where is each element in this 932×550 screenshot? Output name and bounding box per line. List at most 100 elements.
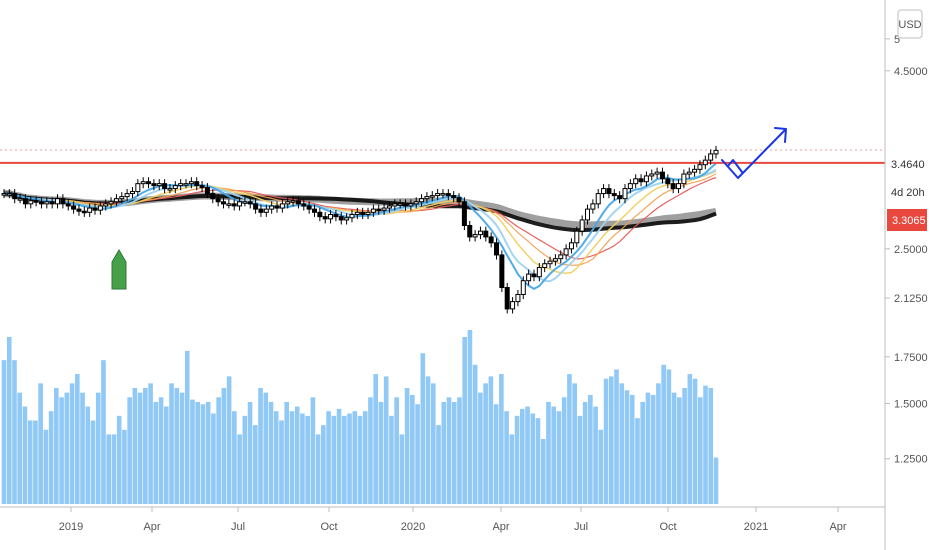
candle-down [199,185,205,189]
volume-bar [415,404,420,504]
candle-up [167,188,173,191]
candle-up [269,205,275,210]
volume-bar [357,415,363,504]
volume-bar [263,392,269,504]
volume-bar [399,434,405,504]
candle-up [119,196,125,200]
price-tick-label: 1.2500 [894,454,928,466]
candle-up [542,263,548,269]
volume-bar [472,364,478,504]
volume-bar [221,388,227,504]
volume-bar [677,397,682,504]
candle-up [183,183,189,186]
candle-up [681,173,687,185]
volume-bar [137,392,143,504]
annotation-arrow-icon [721,127,787,179]
volume-bar [111,434,117,504]
volume-bar [383,376,389,504]
volume-bar [624,390,630,504]
volume-bar [410,394,415,504]
candle-up [627,183,633,190]
candle-up [510,301,516,310]
candle-up [574,230,580,244]
candle-up [1,193,7,196]
annotation-arrow[interactable] [721,127,787,179]
volume-bar [321,425,326,504]
volume-bar [6,336,12,504]
volume-bar [488,376,494,504]
volume-bar [457,397,462,504]
candle-down [494,242,500,256]
volume-bar [169,383,174,504]
candle-down [531,273,537,278]
volume-bar [551,406,557,504]
candle-down [376,208,382,212]
volume-bar [347,413,352,504]
volume-bar [69,383,75,504]
currency-badge[interactable]: USD [897,9,923,39]
time-tick-label: Jul [231,521,245,533]
time-axis[interactable]: 2019 Apr Jul Oct 2020 Apr Jul Oct 2021 Apr [59,507,847,533]
moving-averages [4,162,717,290]
time-tick-label: Apr [492,521,509,533]
volume-bar [567,374,572,504]
volume-bar [279,420,284,504]
volume-bar [95,392,101,504]
volume-bar [661,364,666,504]
price-tick-label: 2.5000 [894,244,928,256]
candle-down [92,207,98,211]
volume-bar [362,411,368,504]
candle-up [622,188,628,200]
candle-up [585,208,591,221]
candle-up [188,181,194,185]
candle-up [55,198,61,205]
volume-bar [101,360,106,504]
volume-bar [389,415,394,504]
volume-bar [174,388,180,504]
time-tick-label: Oct [659,521,676,533]
candle-up [365,211,371,215]
volume-bar [467,330,473,504]
candle-down [210,193,216,200]
volume-bar [289,411,295,504]
volume-bar [85,406,91,504]
candle-down [322,216,328,220]
candle-up [140,181,146,185]
candle-up [172,185,178,190]
candle-up [692,168,698,173]
candle-up [392,203,398,207]
volume-bar [451,401,457,504]
time-tick-label: 2021 [744,521,768,533]
volume-bar [540,439,546,504]
candle-up [419,198,425,203]
volume-bar [697,397,703,504]
up-arrow-icon [111,249,127,290]
candlesticks[interactable] [1,145,719,314]
price-axis[interactable]: 5 4.5000 2.5000 2.1250 1.7500 1.5000 1.2500 [885,34,928,466]
ma-price-value: 3.3065 [892,215,926,227]
candle-up [397,203,403,206]
volume-bar [692,378,698,504]
volume-bar [519,408,525,504]
candle-up [654,171,660,175]
volume-bar [106,434,112,504]
candle-up [370,208,376,213]
volume-bar [284,401,290,504]
up-arrow-marker[interactable] [111,249,127,290]
candle-up [429,195,435,198]
volume-bar [294,406,300,504]
candle-down [360,211,366,215]
volume-bar [504,411,509,504]
volume-bar [535,418,541,504]
volume-bar [153,401,159,504]
volume-bar [300,413,305,504]
candle-up [108,201,114,205]
candle-up [178,183,184,187]
volume-bar [315,434,321,504]
volume-bar [404,388,410,504]
candle-up [515,293,521,303]
candle-down [258,208,264,213]
time-tick-label: 2020 [401,521,425,533]
candle-up [590,203,596,210]
